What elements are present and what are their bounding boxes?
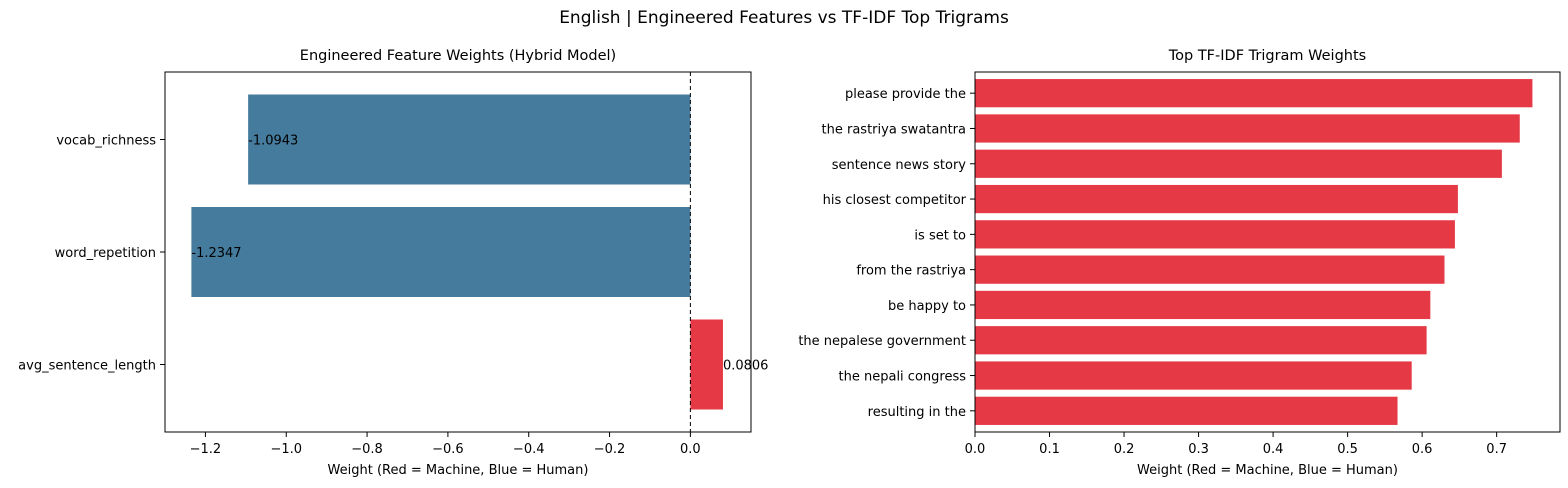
feature-category-label: avg_sentence_length bbox=[18, 359, 156, 374]
left-chart-title: Engineered Feature Weights (Hybrid Model… bbox=[300, 48, 616, 64]
trigram-category-label: resulting in the bbox=[868, 405, 966, 420]
x-tick-label: 0.0 bbox=[965, 442, 986, 457]
trigram-bar bbox=[975, 79, 1533, 108]
x-tick-label: −1.0 bbox=[270, 442, 302, 457]
feature-category-label: vocab_richness bbox=[56, 134, 156, 149]
x-tick-label: −0.4 bbox=[513, 442, 545, 457]
trigram-category-label: sentence news story bbox=[832, 158, 967, 173]
x-tick-label: 0.2 bbox=[1114, 442, 1135, 457]
x-tick-label: 0.7 bbox=[1486, 442, 1507, 457]
feature-bar-word-repetition bbox=[191, 207, 691, 297]
left-plot-frame bbox=[164, 71, 752, 433]
trigram-bar bbox=[975, 290, 1431, 320]
right-x-axis-label: Weight (Red = Machine, Blue = Human) bbox=[1137, 463, 1398, 478]
x-tick-label: 0.6 bbox=[1412, 442, 1433, 457]
feature-value-label: 0.0806 bbox=[723, 359, 769, 374]
feature-bar-avg-sentence-length bbox=[690, 319, 723, 410]
x-tick-label: −0.2 bbox=[594, 442, 626, 457]
feature-value-label: -1.2347 bbox=[191, 246, 241, 261]
trigram-bar bbox=[975, 114, 1520, 143]
right-plot-frame bbox=[974, 71, 1561, 433]
x-tick-label: 0.5 bbox=[1337, 442, 1358, 457]
x-tick-label: 0.1 bbox=[1039, 442, 1060, 457]
trigram-bar bbox=[975, 184, 1458, 214]
trigram-category-label: from the rastriya bbox=[856, 264, 966, 279]
trigram-bar bbox=[975, 396, 1398, 425]
trigram-bar bbox=[975, 220, 1455, 249]
x-tick-label: 0.0 bbox=[680, 442, 701, 457]
feature-bar-vocab-richness bbox=[248, 94, 691, 185]
left-x-axis-label: Weight (Red = Machine, Blue = Human) bbox=[328, 463, 589, 478]
trigram-category-label: the nepali congress bbox=[839, 370, 967, 385]
figure-suptitle: English | Engineered Features vs TF-IDF … bbox=[559, 8, 1009, 28]
x-tick-label: 0.3 bbox=[1188, 442, 1209, 457]
trigram-category-label: be happy to bbox=[888, 299, 966, 314]
x-tick-label: −0.6 bbox=[432, 442, 464, 457]
x-tick-label: 0.4 bbox=[1263, 442, 1284, 457]
trigram-category-label: his closest competitor bbox=[823, 193, 967, 208]
trigram-bar bbox=[975, 255, 1445, 284]
trigram-category-label: is set to bbox=[914, 228, 966, 243]
trigram-category-label: please provide the bbox=[845, 87, 966, 102]
right-chart-title: Top TF-IDF Trigram Weights bbox=[1168, 48, 1366, 64]
trigram-category-label: the nepalese government bbox=[798, 334, 966, 349]
x-tick-label: −0.8 bbox=[351, 442, 383, 457]
x-tick-label: −1.2 bbox=[190, 442, 222, 457]
trigram-category-label: the rastriya swatantra bbox=[822, 122, 966, 137]
trigram-bar bbox=[975, 149, 1502, 178]
trigram-bar bbox=[975, 326, 1427, 355]
trigram-bar bbox=[975, 361, 1412, 390]
feature-value-label: -1.0943 bbox=[248, 134, 298, 149]
feature-category-label: word_repetition bbox=[55, 246, 156, 261]
